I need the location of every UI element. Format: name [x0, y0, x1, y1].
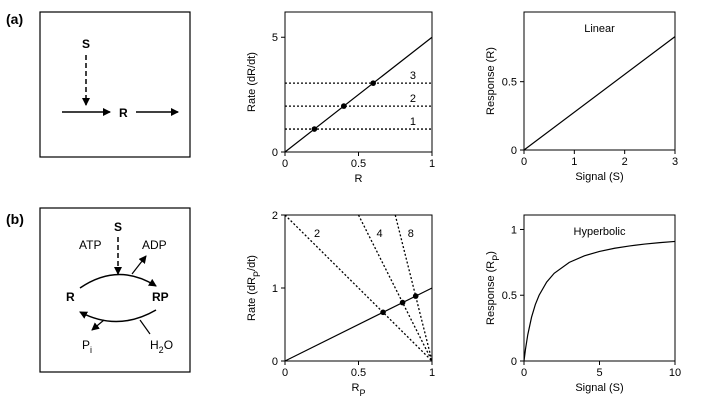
y-axis-label-part: Rate (dR/dt) [246, 52, 258, 112]
y-axis-label-part: /dt) [246, 255, 258, 271]
y-axis-label-part: Response (R) [485, 47, 497, 115]
data-point [399, 299, 406, 306]
y-tick-label: 0 [511, 356, 517, 368]
x-tick-label: 0.5 [351, 367, 366, 379]
y-tick-label: 1 [511, 224, 517, 236]
y-axis-label-part: P [252, 271, 262, 277]
pi-label: Pi [82, 338, 92, 355]
dotted-line [357, 214, 433, 362]
h2o-label: H2O [150, 338, 173, 355]
panel-label: (b) [6, 211, 24, 227]
adp-arrow [131, 255, 147, 275]
x-tick-label: 1 [571, 156, 577, 168]
y-tick-label: 0 [272, 147, 278, 159]
y-tick-label: 1 [272, 283, 278, 295]
line-label: 8 [408, 228, 414, 240]
x-axis-label: Signal (S) [575, 382, 623, 394]
data-point [341, 103, 347, 109]
line-label: 2 [410, 93, 416, 105]
x-tick-label: 0 [521, 367, 527, 379]
pi-text: P [82, 338, 90, 352]
dotted-line [394, 214, 433, 362]
x-tick-label: 3 [672, 156, 678, 168]
line [523, 36, 676, 151]
y-axis-label-part: Response (R [485, 261, 497, 325]
h2o-text: O [164, 338, 173, 352]
x-axis-label: RP [352, 382, 366, 398]
dotted-line [284, 214, 433, 362]
y-axis-label-part: Rate (dR [246, 277, 258, 321]
phosphorylation-arrow [79, 273, 157, 289]
y-axis-label-part: P [491, 255, 501, 261]
pi-sub: i [90, 345, 92, 355]
y-tick-label: 0.5 [502, 290, 517, 302]
y-tick-label: 0 [511, 145, 517, 157]
rp-label: RP [152, 290, 169, 304]
diagram-b: S ATP ADP R RP Pi H2O [39, 207, 191, 373]
data-point [380, 309, 386, 316]
h2o-line [139, 319, 151, 335]
diagram-box [39, 207, 191, 373]
signal-label: S [114, 220, 122, 234]
plot-frame [523, 11, 676, 151]
x-axis-label: R [355, 173, 363, 185]
y-tick-label: 0.5 [502, 77, 517, 89]
y-axis-label: Response (R) [485, 47, 497, 115]
product-label: R [119, 106, 128, 120]
data-point [370, 80, 377, 86]
data-point [311, 126, 318, 132]
diagram-box [39, 11, 191, 158]
h2o-text: H [150, 338, 159, 352]
line [523, 240, 676, 362]
r-label: R [66, 290, 75, 304]
line-label: 2 [314, 228, 320, 240]
chart-title: Linear [584, 23, 615, 35]
dephosphorylation-arrow [79, 309, 157, 323]
x-tick-label: 0 [521, 156, 527, 168]
pi-arrow [91, 319, 105, 331]
line-label: 4 [376, 228, 382, 240]
y-axis-label: Rate (dRP/dt) [246, 255, 262, 321]
panel-label: (a) [6, 11, 23, 27]
atp-label: ATP [79, 238, 101, 252]
x-tick-label: 1 [429, 158, 435, 170]
x-axis-label-part: R [355, 173, 363, 185]
h2o-sub: 2 [159, 345, 164, 355]
x-tick-label: 2 [622, 156, 628, 168]
data-point [412, 293, 419, 299]
x-tick-label: 10 [669, 367, 681, 379]
line-label: 3 [410, 70, 416, 82]
y-tick-label: 5 [272, 32, 278, 44]
diagram-a: S R [39, 11, 191, 158]
x-tick-label: 0 [282, 367, 288, 379]
x-axis-label-part: R [352, 382, 360, 394]
y-axis-label-part: ) [485, 251, 497, 255]
adp-label: ADP [142, 238, 167, 252]
x-tick-label: 5 [596, 367, 602, 379]
y-axis-label: Rate (dR/dt) [246, 52, 258, 112]
signal-label: S [82, 37, 90, 51]
x-axis-label-part: Signal (S) [575, 171, 623, 183]
y-axis-label: Response (RP) [485, 251, 501, 325]
line [284, 36, 433, 153]
x-axis-label-part: P [359, 388, 365, 398]
line [284, 287, 433, 362]
y-tick-label: 0 [272, 356, 278, 368]
chart-title: Hyperbolic [574, 226, 626, 238]
x-axis-label-part: Signal (S) [575, 382, 623, 394]
x-axis-label: Signal (S) [575, 171, 623, 183]
y-tick-label: 2 [272, 210, 278, 222]
x-tick-label: 1 [429, 367, 435, 379]
x-tick-label: 0.5 [351, 158, 366, 170]
line-label: 1 [410, 116, 416, 128]
x-tick-label: 0 [282, 158, 288, 170]
